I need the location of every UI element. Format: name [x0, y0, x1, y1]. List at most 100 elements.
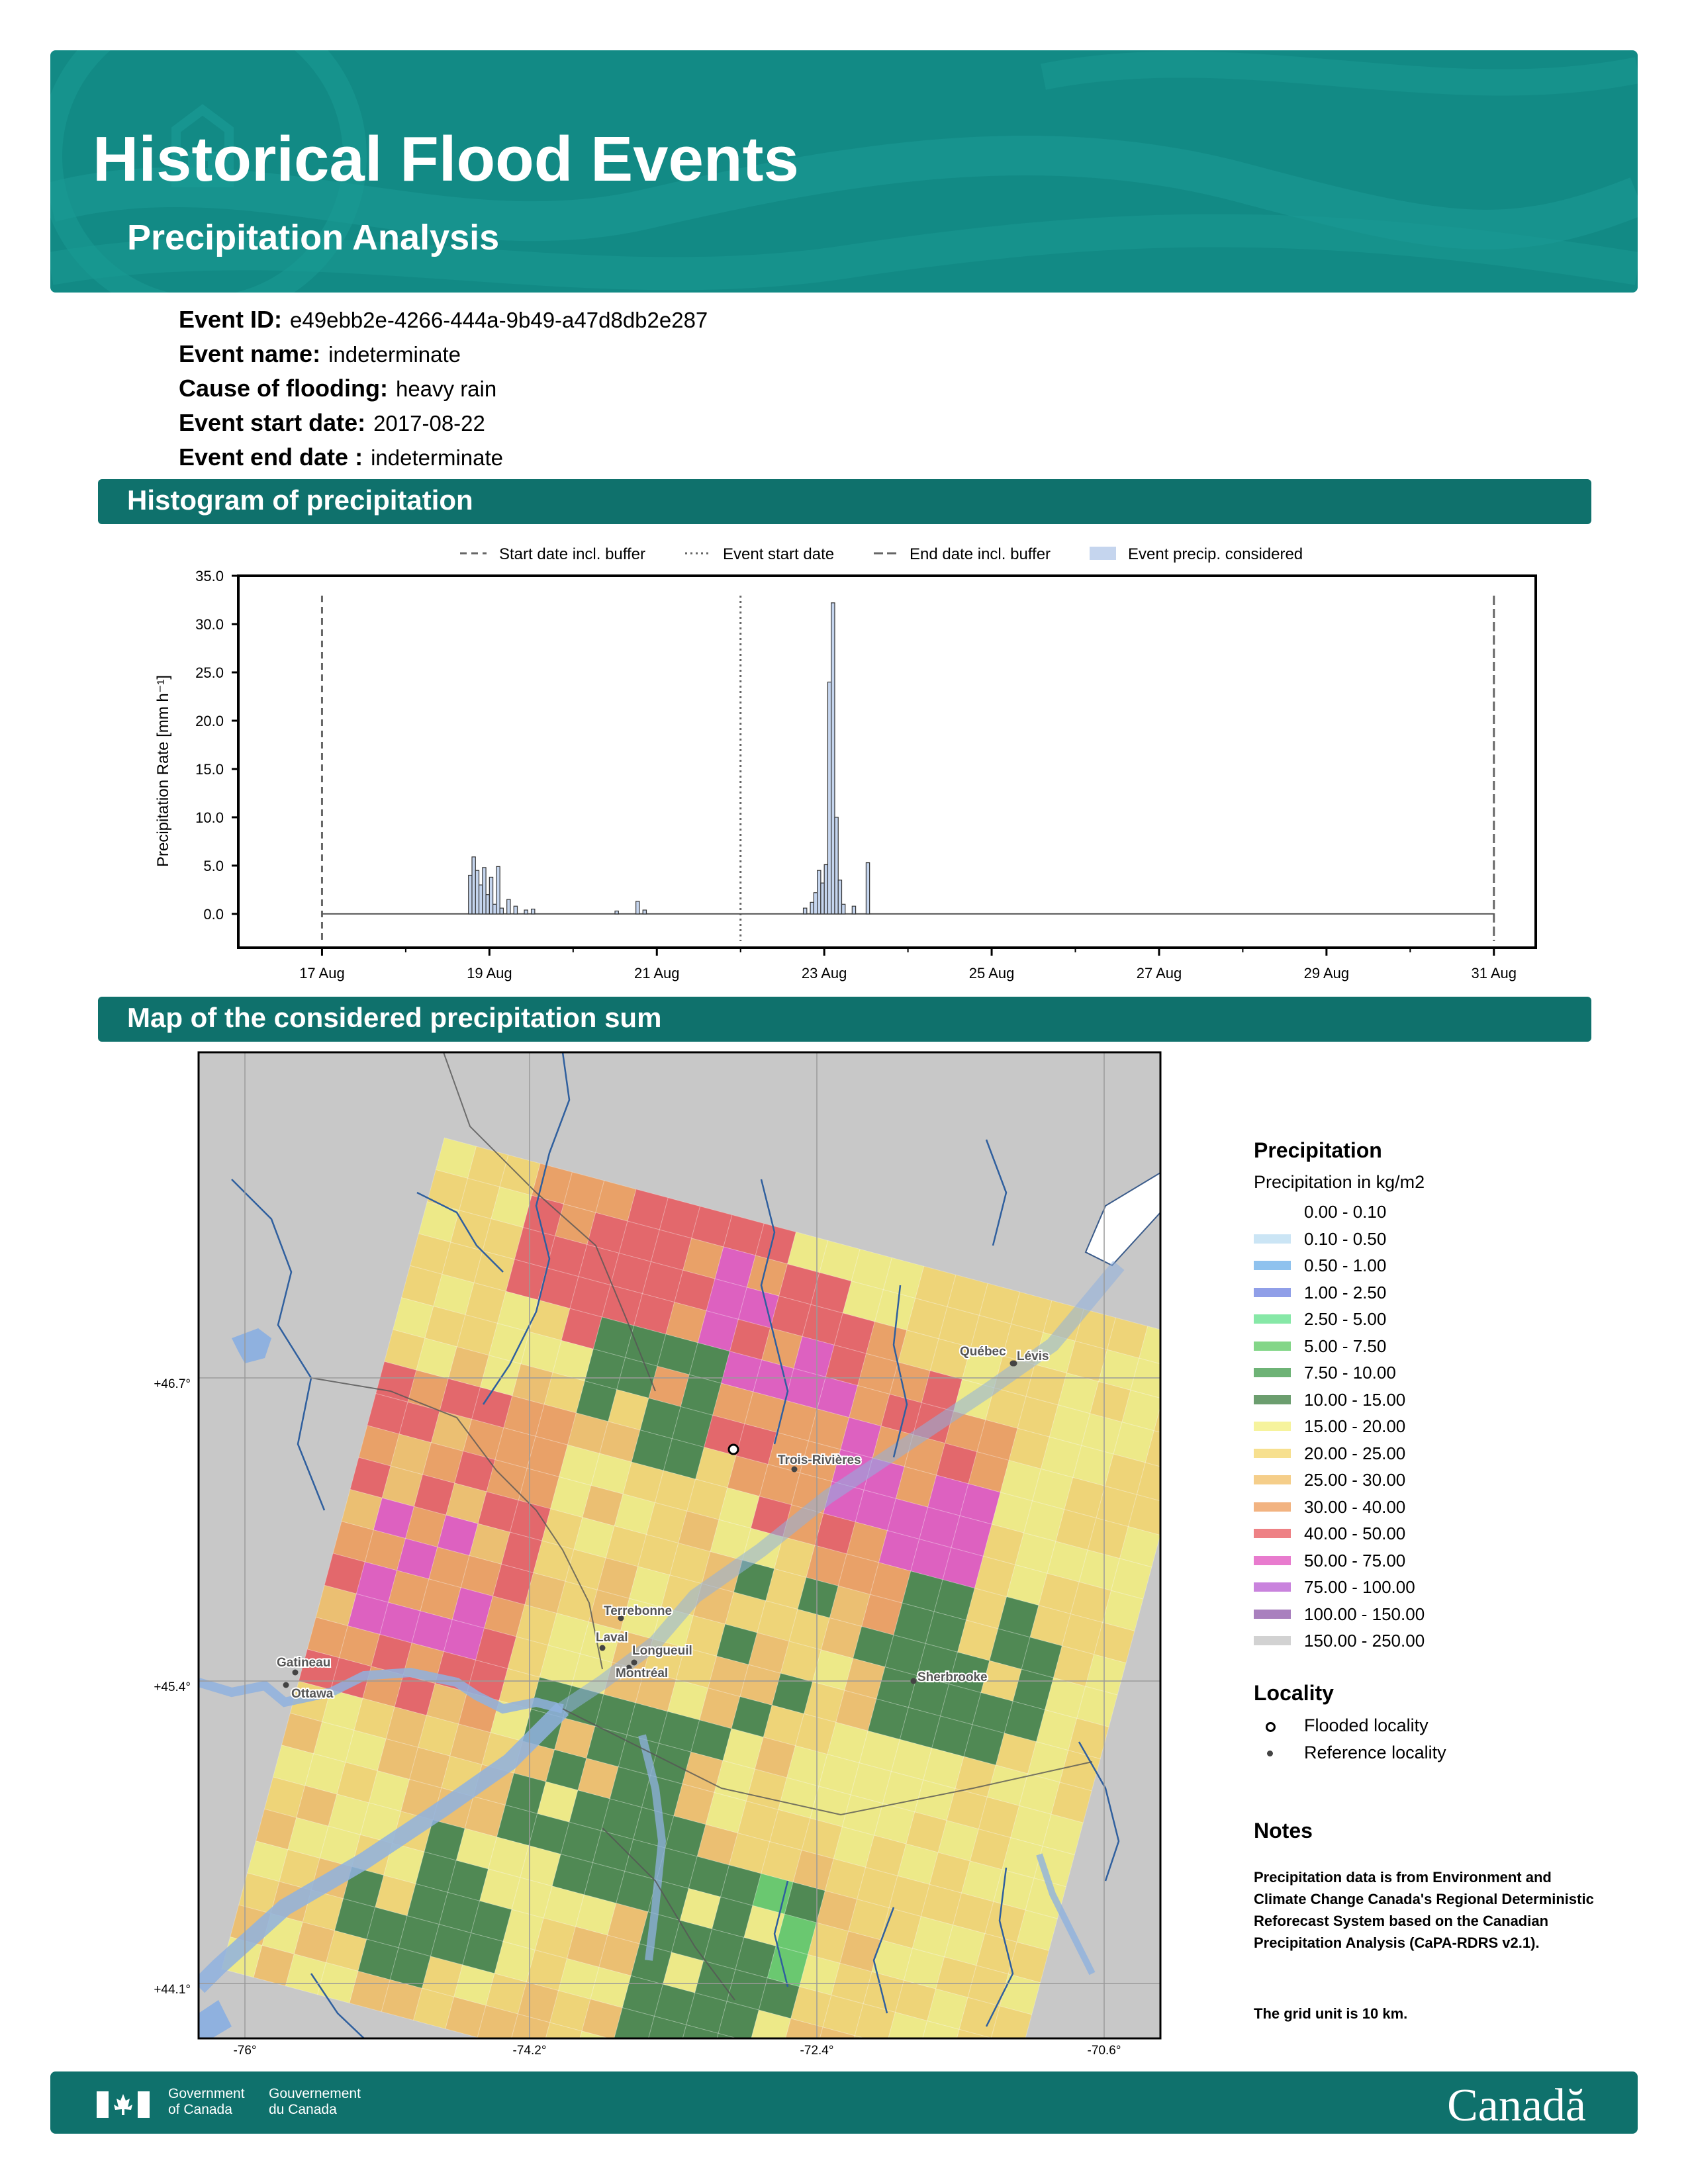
grid-cell [709, 2032, 751, 2038]
y-tick-label: 30.0 [195, 616, 224, 633]
legend-swatch [1254, 1582, 1291, 1592]
reference-locality-marker [283, 1682, 289, 1688]
legend-items: 0.00 - 0.10 0.10 - 0.50 0.50 - 1.00 1.00 - … [1254, 1201, 1598, 1657]
reference-locality-label: Ottawa [291, 1687, 334, 1701]
header-wave-decoration [50, 50, 1638, 293]
legend-item-label: 15.00 - 20.00 [1304, 1416, 1406, 1436]
precip-bar [506, 899, 511, 915]
legend-swatch [1254, 1422, 1291, 1431]
legend-item: 40.00 - 50.00 [1254, 1522, 1598, 1549]
histogram-section-bar: Histogram of precipitation [98, 479, 1591, 524]
precip-bar [492, 903, 497, 915]
legend-swatch [1254, 1394, 1291, 1404]
legend-item-label: 75.00 - 100.00 [1304, 1577, 1415, 1597]
precip-bar [851, 905, 857, 915]
page-subtitle: Precipitation Analysis [127, 218, 500, 257]
legend-item-label: 7.50 - 10.00 [1304, 1363, 1396, 1383]
precip-bar [471, 856, 476, 915]
map-section-title: Map of the considered precipitation sum [127, 1002, 662, 1033]
reference-locality-label: Longueuil [632, 1644, 692, 1658]
latitude-label: +45.4° [154, 1680, 191, 1694]
y-tick-label: 10.0 [195, 809, 224, 826]
legend-item: 10.00 - 15.00 [1254, 1388, 1598, 1416]
y-tick-label: 0.0 [203, 906, 224, 923]
page-header: Historical Flood Events Precipitation An… [50, 50, 1638, 293]
event-cause-row: Cause of flooding: heavy rain [179, 375, 496, 402]
reference-locality-marker [618, 1615, 624, 1621]
reference-locality-label: Québec [960, 1345, 1006, 1359]
map-localities: Saint-ThuribeVal-MorinSainte-AdèleWentwo… [275, 1343, 1051, 1702]
notes-grid-unit: The grid unit is 10 km. [1254, 2005, 1408, 2022]
legend-item-label: 2.50 - 5.00 [1304, 1309, 1387, 1329]
precipitation-legend: Precipitation Precipitation in kg/m2 0.0… [1254, 1138, 1598, 1657]
legend-swatch [1254, 1314, 1291, 1324]
histogram-y-label: Precipitation Rate [mm h⁻¹] [154, 675, 172, 867]
event-end-label: Event end date : [179, 443, 363, 471]
precip-bar [513, 905, 518, 915]
legend-swatch [1254, 1368, 1291, 1377]
precip-bar [482, 867, 487, 915]
legend-item: 5.00 - 7.50 [1254, 1335, 1598, 1362]
grid-cell [1162, 1367, 1203, 1407]
legend-item-label: 1.00 - 2.50 [1304, 1282, 1387, 1302]
legend-item-label: 0.00 - 0.10 [1304, 1202, 1387, 1222]
reference-locality-label: Trois-Rivières [778, 1453, 861, 1467]
y-tick-label: 5.0 [203, 858, 224, 874]
minor-rivers [231, 1052, 1120, 2038]
lake-champlain [1036, 1853, 1096, 1976]
precip-bar [489, 876, 494, 915]
locality-title: Locality [1254, 1681, 1334, 1705]
saint-lawrence-upstream [199, 1702, 569, 1993]
event-id-label: Event ID: [179, 306, 283, 333]
event-start-row: Event start date: 2017-08-22 [179, 409, 485, 437]
legend-item-label: 20.00 - 25.00 [1304, 1443, 1406, 1463]
legend-swatch [1254, 1261, 1291, 1270]
legend-item-label: 40.00 - 50.00 [1304, 1524, 1406, 1543]
grid-cell [1145, 1430, 1160, 1472]
latitude-label: +46.7° [154, 1377, 191, 1391]
lake-ontario [199, 2000, 232, 2038]
saint-lawrence-river [558, 1260, 1125, 1715]
precip-bar [823, 864, 829, 915]
precip-bar [827, 681, 832, 915]
legend-item-label: 50.00 - 75.00 [1304, 1550, 1406, 1570]
x-tick-label: 19 Aug [467, 965, 512, 981]
precip-bar [831, 602, 835, 915]
admin-boundaries [310, 1052, 1093, 2001]
x-tick-label: 23 Aug [802, 965, 847, 981]
notes-title: Notes [1254, 1819, 1313, 1843]
legend-swatch [1254, 1287, 1291, 1297]
legend-item: 150.00 - 250.00 [1254, 1629, 1598, 1657]
precip-bar [813, 892, 818, 915]
reference-locality-marker [910, 1678, 917, 1684]
legend-title: Precipitation [1254, 1138, 1382, 1162]
legend-swatch [1254, 1475, 1291, 1484]
legend-swatch [1254, 1341, 1291, 1351]
precip-bar [865, 862, 870, 915]
lake-shape [232, 1328, 271, 1363]
grid-cell [845, 2035, 888, 2038]
legend-item-label: 30.00 - 40.00 [1304, 1496, 1406, 1517]
legend-item: 7.50 - 10.00 [1254, 1361, 1598, 1388]
reference-locality-label: Gatineau [277, 1656, 330, 1670]
grid-cell [573, 2030, 614, 2038]
grid-cell [918, 2020, 960, 2038]
legend-swatch [1254, 1636, 1291, 1645]
precip-bar [614, 910, 619, 915]
canada-flag-icon [97, 2091, 150, 2118]
legend-item: 100.00 - 150.00 [1254, 1603, 1598, 1630]
histogram-legend: Start date incl. buffer Event start date… [460, 545, 1303, 563]
reference-locality-marker [292, 1669, 299, 1676]
histogram-vlines [320, 596, 1495, 941]
event-cause-value: heavy rain [395, 377, 497, 401]
page-title: Historical Flood Events [93, 124, 799, 195]
map-graticule [199, 1052, 1160, 2038]
precipitation-grid [221, 1137, 1203, 2038]
x-tick-label: 29 Aug [1304, 965, 1350, 981]
precip-bar [810, 901, 814, 915]
y-tick-label: 20.0 [195, 713, 224, 729]
x-tick-label: 25 Aug [969, 965, 1015, 981]
legend-item: 0.10 - 0.50 [1254, 1228, 1598, 1255]
y-tick-label: 25.0 [195, 664, 224, 681]
event-id-row: Event ID: e49ebb2e-4266-444a-9b49-a47d8db… [179, 306, 708, 334]
